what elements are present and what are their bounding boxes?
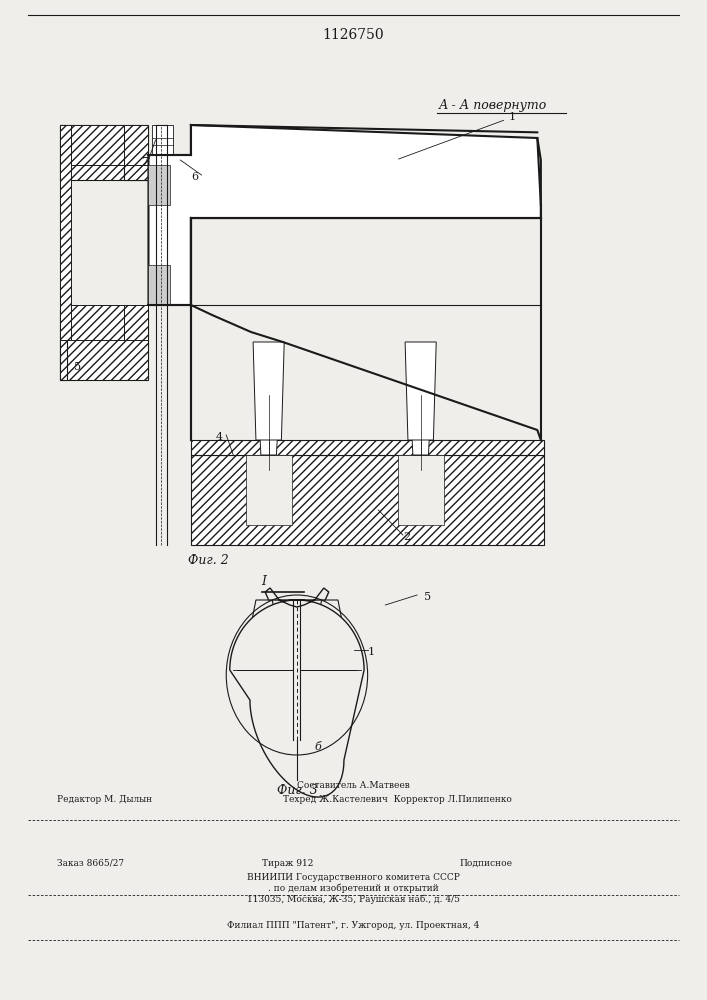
Polygon shape bbox=[405, 342, 436, 440]
Polygon shape bbox=[60, 125, 67, 380]
Polygon shape bbox=[257, 365, 280, 455]
Polygon shape bbox=[246, 455, 291, 525]
Polygon shape bbox=[260, 375, 277, 385]
Text: А - А повернуто: А - А повернуто bbox=[438, 99, 547, 111]
Polygon shape bbox=[124, 305, 148, 340]
Text: ВНИИПИ Государственного комитета СССР: ВНИИПИ Государственного комитета СССР bbox=[247, 872, 460, 882]
Polygon shape bbox=[191, 455, 544, 545]
Text: 4: 4 bbox=[216, 432, 223, 442]
Text: 1: 1 bbox=[399, 112, 516, 159]
Text: Подписное: Подписное bbox=[460, 858, 513, 868]
Text: I: I bbox=[262, 575, 267, 588]
Text: Техред Ж.Кастелевич  Корректор Л.Пилипенко: Техред Ж.Кастелевич Корректор Л.Пилипенк… bbox=[283, 796, 512, 804]
Polygon shape bbox=[317, 600, 343, 625]
Text: Заказ 8665/27: Заказ 8665/27 bbox=[57, 858, 124, 868]
Polygon shape bbox=[253, 342, 284, 440]
Text: Фиг. 3: Фиг. 3 bbox=[276, 784, 317, 796]
Polygon shape bbox=[60, 125, 71, 340]
Polygon shape bbox=[60, 125, 148, 180]
Text: Филиал ППП "Патент", г. Ужгород, ул. Проектная, 4: Филиал ППП "Патент", г. Ужгород, ул. Про… bbox=[228, 920, 479, 930]
Text: Редактор М. Дылын: Редактор М. Дылын bbox=[57, 796, 152, 804]
Polygon shape bbox=[152, 125, 173, 155]
Polygon shape bbox=[60, 305, 124, 340]
Text: 7: 7 bbox=[141, 157, 148, 167]
Polygon shape bbox=[124, 125, 148, 165]
Text: 6: 6 bbox=[191, 172, 198, 182]
Text: 1: 1 bbox=[368, 647, 375, 657]
Polygon shape bbox=[124, 160, 148, 180]
Polygon shape bbox=[409, 365, 432, 455]
Polygon shape bbox=[408, 365, 433, 375]
Polygon shape bbox=[256, 365, 281, 375]
Polygon shape bbox=[148, 165, 170, 205]
Text: Составитель А.Матвеев: Составитель А.Матвеев bbox=[297, 780, 410, 790]
Text: б: б bbox=[315, 742, 322, 752]
Text: . по делам изобретений и открытий: . по делам изобретений и открытий bbox=[268, 883, 439, 893]
Polygon shape bbox=[191, 440, 544, 455]
Polygon shape bbox=[148, 125, 541, 305]
Text: 5: 5 bbox=[74, 362, 81, 372]
Polygon shape bbox=[148, 265, 170, 305]
Text: 1126750: 1126750 bbox=[322, 28, 385, 42]
Text: Тираж 912: Тираж 912 bbox=[262, 858, 313, 868]
Text: 5: 5 bbox=[424, 592, 431, 602]
Polygon shape bbox=[60, 125, 124, 165]
Polygon shape bbox=[60, 310, 148, 380]
Polygon shape bbox=[397, 455, 444, 525]
Text: 113035, Москва, Ж-35, Раушская наб., д. 4/5: 113035, Москва, Ж-35, Раушская наб., д. … bbox=[247, 894, 460, 904]
Text: 2: 2 bbox=[403, 532, 410, 542]
Text: Фиг. 2: Фиг. 2 bbox=[188, 554, 229, 566]
Polygon shape bbox=[412, 375, 429, 385]
Polygon shape bbox=[251, 600, 277, 625]
Polygon shape bbox=[230, 588, 364, 797]
